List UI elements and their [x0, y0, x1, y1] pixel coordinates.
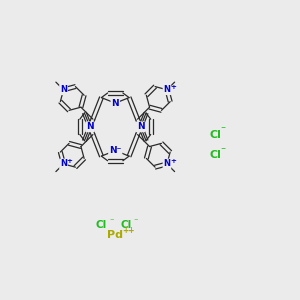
Text: Pd: Pd	[107, 230, 123, 240]
Text: N: N	[60, 85, 67, 94]
Text: N: N	[164, 160, 170, 169]
Text: +: +	[67, 158, 73, 164]
Text: Cl: Cl	[96, 220, 107, 230]
Text: N: N	[137, 122, 144, 131]
Text: N: N	[164, 85, 170, 94]
Text: +: +	[170, 158, 176, 164]
Text: ++: ++	[122, 226, 135, 235]
Text: ⁻: ⁻	[220, 125, 225, 135]
Text: ⁻: ⁻	[134, 216, 138, 225]
Text: N: N	[111, 99, 119, 108]
Text: Cl: Cl	[209, 130, 221, 140]
Text: N⁻: N⁻	[109, 146, 122, 155]
Text: Cl: Cl	[209, 150, 221, 160]
Text: +: +	[170, 84, 176, 90]
Text: ⁻: ⁻	[109, 216, 113, 225]
Text: N: N	[86, 122, 94, 131]
Text: ⁻: ⁻	[220, 146, 225, 156]
Text: Cl: Cl	[120, 220, 132, 230]
Text: N: N	[60, 160, 67, 169]
